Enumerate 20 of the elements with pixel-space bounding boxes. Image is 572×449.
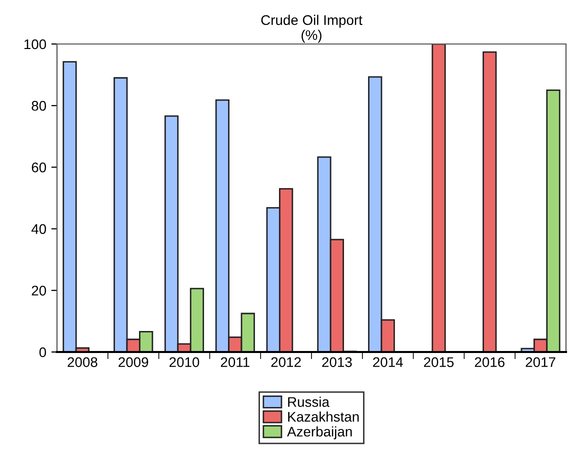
legend-label: Russia (288, 396, 330, 407)
y-tick-label: 100 (24, 39, 46, 50)
y-tick-label: 20 (32, 286, 46, 296)
legend-label: Kazakhstan (288, 412, 359, 422)
y-tick-label: 40 (31, 224, 46, 234)
y-tick-label: 0 (39, 347, 46, 358)
x-tick-label: 2013 (322, 357, 352, 368)
x-tick-label: 2011 (220, 357, 250, 368)
chart-title: Crude Oil Import (%) (261, 14, 362, 43)
y-tick-label: 60 (32, 162, 46, 172)
x-tick-label: 2016 (474, 357, 504, 368)
x-tick-label: 2012 (271, 357, 301, 368)
y-tick-label: 80 (32, 100, 46, 111)
x-tick-label: 2014 (373, 357, 403, 368)
x-tick-label: 2010 (170, 357, 200, 368)
x-tick-label: 2009 (118, 357, 148, 368)
x-tick-label: 2015 (424, 357, 454, 368)
x-tick-label: 2017 (526, 357, 556, 368)
x-tick-label: 2008 (68, 357, 98, 368)
legend-label: Azerbaijan (287, 426, 352, 440)
